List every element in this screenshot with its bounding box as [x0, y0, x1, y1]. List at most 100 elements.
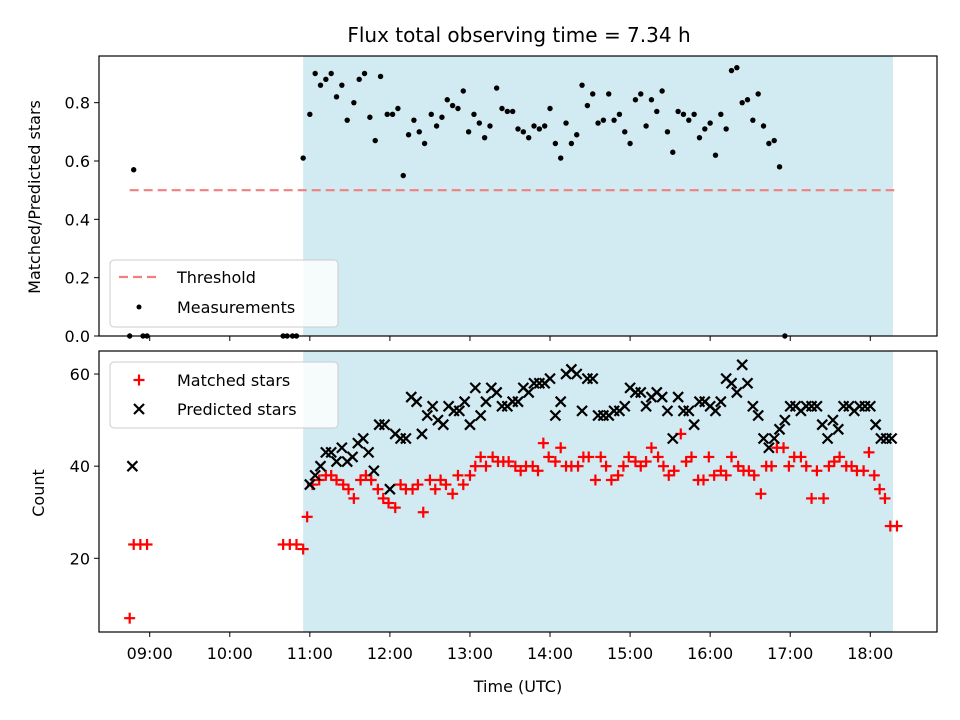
measurement-point [504, 108, 511, 115]
cross-marker-b [426, 400, 439, 413]
measurement-point [339, 82, 345, 88]
cross-marker-b [544, 372, 556, 385]
measurement-point [536, 126, 543, 132]
cross-marker-b [586, 372, 599, 385]
measurement-point [595, 120, 601, 126]
cross-marker-b [126, 460, 139, 472]
predicted-star-point [453, 405, 466, 417]
measurement-point [670, 149, 676, 155]
cross-marker-b [747, 400, 759, 413]
x-tick-label: 13:00 [447, 644, 493, 663]
bottom-legend: Matched stars Predicted stars [109, 361, 339, 429]
bottom-y-tick-label: 60 [70, 365, 90, 384]
matched-star-point [549, 456, 561, 468]
measurement-point [563, 120, 569, 126]
predicted-star-point [421, 409, 434, 422]
cross-marker-b [683, 405, 695, 417]
measurement-point [718, 111, 724, 118]
predicted-star-point [384, 483, 396, 495]
measurement-point [739, 99, 745, 106]
cross-marker-b [437, 418, 450, 431]
matched-star-point [726, 451, 738, 463]
measurement-point [579, 82, 585, 88]
matched-star-point [834, 451, 846, 463]
measurement-point [130, 167, 137, 173]
measurement-point [622, 129, 628, 135]
cross-marker-b [346, 451, 359, 463]
cross-marker-b [368, 464, 380, 477]
predicted-star-point [656, 391, 668, 403]
predicted-star-point [688, 418, 700, 431]
chart-title: Flux total observing time = 7.34 h [347, 23, 690, 47]
predicted-star-point [426, 400, 439, 413]
measurement-point [444, 97, 450, 103]
predicted-star-point [570, 368, 583, 380]
x-tick-label: 11:00 [287, 644, 333, 663]
matched-star-point [532, 465, 544, 477]
predicted-star-point [357, 432, 369, 445]
matched-star-point [447, 488, 459, 500]
matched-star-point [879, 492, 891, 504]
cross-marker-b [362, 446, 375, 459]
predicted-star-point [309, 469, 321, 482]
matched-star-point [464, 469, 476, 481]
x-tick-label: 15:00 [607, 644, 653, 663]
predicted-star-point [672, 391, 684, 403]
legend-measurements-swatch [136, 304, 142, 310]
measurement-point [664, 129, 671, 135]
bottom-panel: 20 40 60 09:00 10:00 11:00 12:00 13:00 14:00 15:… [29, 350, 938, 696]
cross-marker-b [314, 460, 327, 472]
matched-star-point [755, 488, 767, 500]
cross-marker-b [741, 377, 754, 390]
predicted-star-point [731, 386, 743, 399]
matched-star-point [343, 483, 355, 495]
matched-star-point [297, 543, 309, 555]
measurement-point [465, 129, 472, 135]
top-y-tick-label: 0.6 [65, 152, 90, 171]
legend-plus [133, 374, 145, 386]
matched-star-point [424, 474, 436, 486]
matched-star-point [389, 502, 401, 514]
matched-star-point [301, 511, 313, 523]
cross-marker-b [133, 403, 145, 415]
measurement-point [389, 111, 396, 118]
measurement-point [361, 70, 368, 77]
cross-marker-b [325, 446, 337, 459]
predicted-star-point [362, 446, 375, 459]
measurement-point [760, 123, 767, 129]
measurement-point [590, 91, 596, 97]
matched-star-point [141, 538, 153, 550]
cross-marker-b [309, 469, 321, 482]
measurement-point [411, 117, 417, 123]
cross-marker-b [640, 400, 652, 413]
cross-marker-b [656, 391, 668, 403]
measurement-point [611, 117, 617, 123]
cross-marker-b [773, 423, 786, 436]
cross-marker-b [512, 395, 524, 408]
legend-threshold-label: Threshold [176, 268, 256, 287]
measurement-point [600, 117, 607, 123]
cross-marker-b [570, 368, 583, 380]
measurement-point [515, 126, 521, 132]
bottom-y-tick-label: 40 [70, 457, 90, 476]
measurement-point [734, 64, 740, 71]
measurement-point [460, 88, 466, 94]
measurement-point [449, 102, 456, 109]
matched-star-point [783, 460, 795, 472]
measurement-point [312, 70, 318, 77]
predicted-star-point [773, 423, 786, 436]
cross-marker-b [304, 478, 316, 491]
matched-star-point [440, 479, 452, 491]
matched-star-point [668, 465, 680, 477]
x-tick-label: 10:00 [207, 644, 253, 663]
predicted-star-point [661, 405, 674, 417]
cross-marker-b [453, 405, 466, 417]
predicted-star-point [715, 395, 727, 408]
predicted-star-point [816, 418, 829, 431]
predicted-star-point [554, 395, 567, 408]
measurement-point [659, 88, 665, 94]
matched-star-point [605, 474, 617, 486]
measurement-point [509, 108, 516, 115]
predicted-star-point [747, 400, 759, 413]
cross-marker-b [549, 409, 562, 422]
